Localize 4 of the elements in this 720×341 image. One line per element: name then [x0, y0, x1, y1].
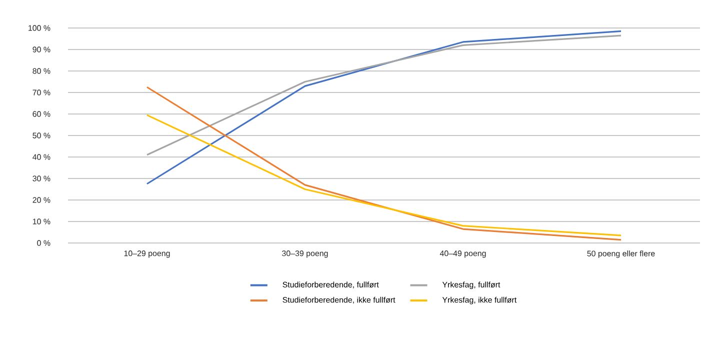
line-series [146, 34, 622, 156]
line-series [146, 30, 622, 185]
line-series [146, 86, 622, 241]
line-series [146, 114, 622, 236]
